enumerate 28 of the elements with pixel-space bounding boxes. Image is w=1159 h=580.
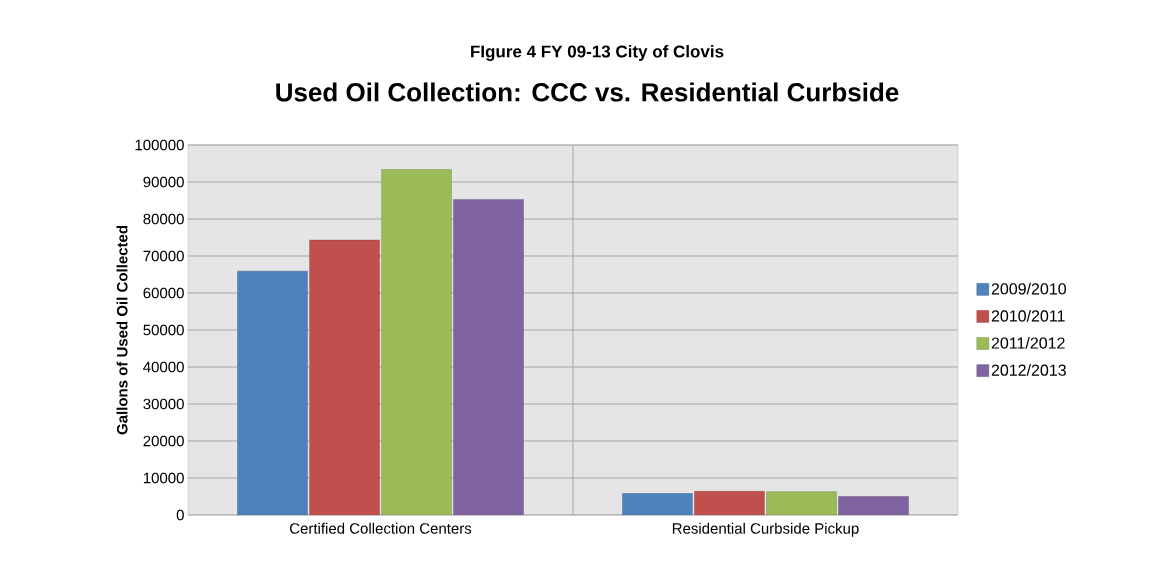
y-tick-label: 90000 <box>143 176 184 188</box>
y-tick-label: 70000 <box>143 250 184 262</box>
bar <box>622 493 693 515</box>
y-axis-title: Gallons of Used Oil Collected <box>116 225 128 435</box>
bar <box>766 491 837 515</box>
y-tick-label: 60000 <box>143 287 184 299</box>
y-tick-label: 100000 <box>135 139 184 151</box>
y-tick-label: 80000 <box>143 213 184 225</box>
y-tick-label: 40000 <box>143 361 184 373</box>
legend-label: 2010/2011 <box>991 309 1065 322</box>
y-tick-label: 50000 <box>143 324 184 336</box>
bar <box>838 496 909 515</box>
bar <box>309 239 380 515</box>
legend-label: 2012/2013 <box>991 364 1066 376</box>
y-tick-label: 10000 <box>143 472 184 484</box>
bar <box>381 169 452 515</box>
x-tick-label: Certified Collection Centers <box>289 522 472 534</box>
chart-title: FIgure 4 FY 09-13 City of Clovis <box>471 45 724 61</box>
x-tick-label: Residential Curbside Pickup <box>672 522 859 537</box>
chart-subtitle: Used Oil Collection: CCC vs. Residential Curbside <box>276 82 899 102</box>
bar <box>694 491 765 515</box>
bar <box>453 199 524 515</box>
bar <box>237 270 308 515</box>
y-tick-label: 0 <box>176 509 184 521</box>
legend-label: 2009/2010 <box>991 282 1066 295</box>
legend-label: 2011/2012 <box>991 336 1065 349</box>
y-tick-label: 20000 <box>143 435 184 447</box>
y-tick-label: 30000 <box>143 398 184 410</box>
